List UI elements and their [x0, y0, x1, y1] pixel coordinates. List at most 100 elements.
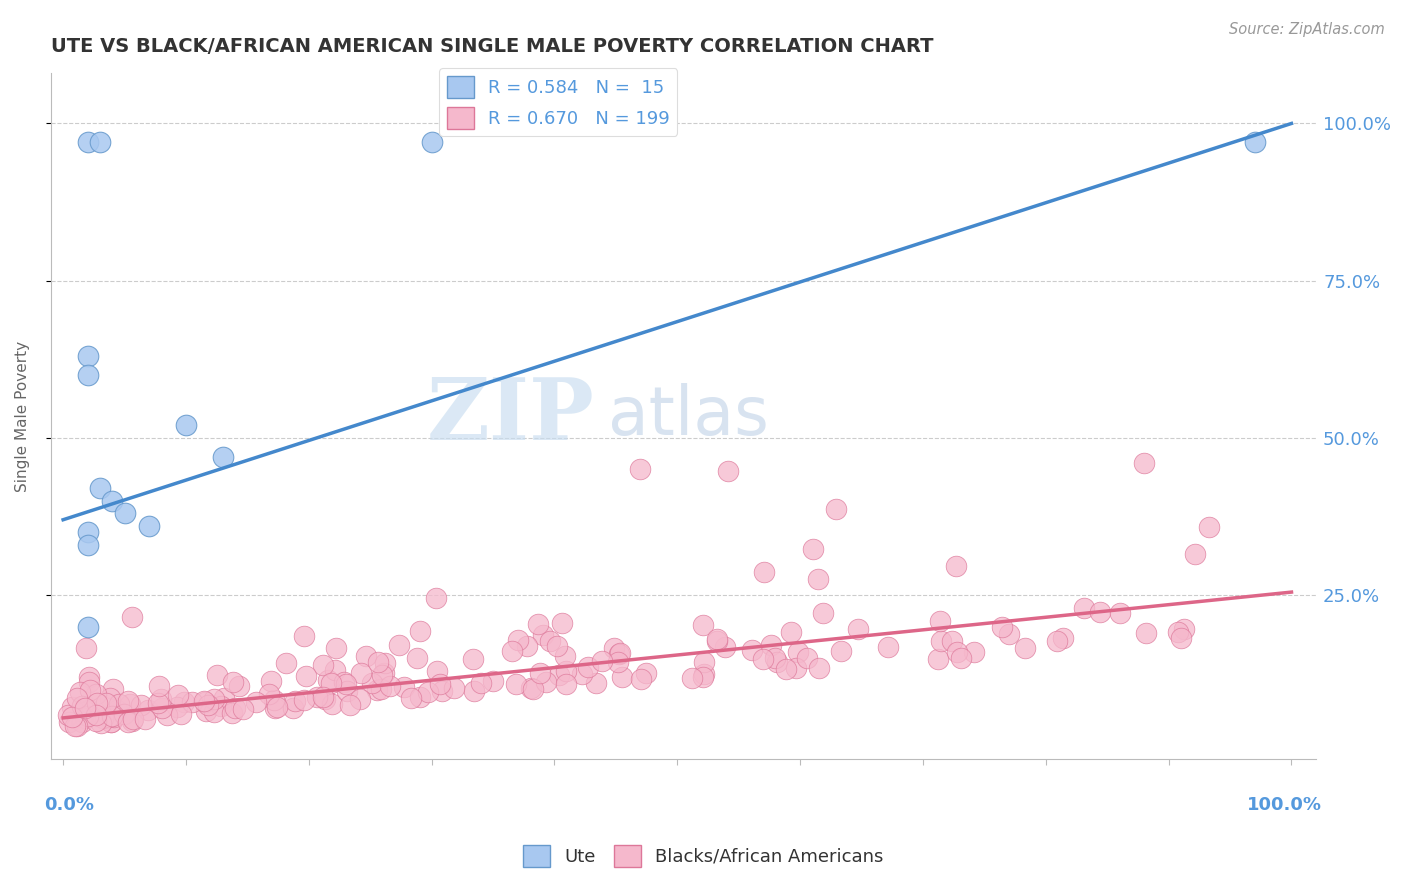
Point: [350, 666, 373, 681]
Point: [813, 606, 835, 620]
Point: [945, 559, 967, 574]
Point: [367, 655, 389, 669]
Point: [325, 640, 347, 655]
Point: [134, 712, 156, 726]
Point: [766, 655, 789, 669]
Point: [508, 632, 530, 647]
Point: [1167, 625, 1189, 640]
Point: [339, 698, 361, 713]
Point: [72, 699, 94, 714]
Point: [610, 670, 633, 684]
Point: [100, 715, 122, 730]
Point: [323, 663, 346, 677]
Point: [520, 681, 543, 696]
Point: [1014, 640, 1036, 655]
Y-axis label: Single Male Poverty: Single Male Poverty: [15, 341, 30, 491]
Point: [79, 683, 101, 698]
Point: [66, 719, 89, 733]
Point: [370, 681, 392, 696]
Point: [1133, 456, 1156, 470]
Point: [266, 700, 288, 714]
Point: [76, 525, 98, 540]
Point: [212, 690, 235, 705]
Point: [148, 679, 170, 693]
Point: [181, 695, 204, 709]
Point: [501, 643, 523, 657]
Point: [292, 629, 315, 643]
Point: [388, 638, 411, 652]
Point: [461, 652, 484, 666]
Text: atlas: atlas: [607, 383, 769, 449]
Point: [305, 690, 328, 705]
Point: [292, 693, 315, 707]
Point: [319, 676, 342, 690]
Point: [100, 714, 122, 729]
Point: [378, 679, 401, 693]
Point: [107, 697, 129, 711]
Point: [100, 691, 122, 706]
Point: [222, 675, 245, 690]
Point: [425, 591, 447, 606]
Point: [195, 704, 218, 718]
Point: [505, 677, 527, 691]
Point: [807, 572, 830, 586]
Point: [66, 691, 89, 706]
Point: [1170, 632, 1192, 646]
Point: [928, 614, 950, 628]
Point: [75, 641, 97, 656]
Point: [628, 462, 651, 476]
Point: [786, 645, 808, 659]
Point: [146, 696, 169, 710]
Point: [76, 368, 98, 382]
Point: [333, 674, 356, 689]
Point: [945, 645, 967, 659]
Point: [283, 700, 305, 714]
Point: [84, 687, 107, 701]
Point: [91, 711, 114, 725]
Point: [70, 715, 93, 730]
Point: [409, 624, 432, 639]
Point: [121, 712, 143, 726]
Point: [129, 698, 152, 712]
Point: [481, 673, 503, 688]
Point: [630, 672, 652, 686]
Point: [808, 661, 831, 675]
Point: [202, 705, 225, 719]
Point: [202, 691, 225, 706]
Point: [796, 651, 818, 665]
Point: [224, 701, 246, 715]
Point: [463, 684, 485, 698]
Point: [429, 677, 451, 691]
Point: [1088, 605, 1111, 619]
Point: [941, 634, 963, 648]
Point: [929, 633, 952, 648]
Legend: R = 0.584   N =  15, R = 0.670   N = 199: R = 0.584 N = 15, R = 0.670 N = 199: [440, 69, 678, 136]
Point: [591, 654, 613, 668]
Point: [89, 481, 111, 495]
Point: [371, 668, 394, 682]
Point: [692, 618, 714, 632]
Point: [335, 677, 357, 691]
Point: [211, 450, 233, 464]
Point: [205, 668, 228, 682]
Point: [529, 666, 551, 681]
Text: 0.0%: 0.0%: [45, 797, 94, 814]
Point: [276, 657, 298, 671]
Point: [76, 538, 98, 552]
Point: [374, 656, 396, 670]
Point: [112, 706, 135, 721]
Point: [149, 692, 172, 706]
Point: [103, 710, 125, 724]
Point: [607, 647, 630, 661]
Point: [1109, 606, 1132, 620]
Point: [117, 694, 139, 708]
Point: [257, 687, 280, 701]
Point: [1052, 631, 1074, 645]
Point: [706, 634, 728, 648]
Point: [209, 698, 232, 713]
Point: [75, 711, 97, 725]
Point: [121, 714, 143, 729]
Point: [692, 670, 714, 684]
Point: [56, 708, 79, 723]
Point: [84, 708, 107, 723]
